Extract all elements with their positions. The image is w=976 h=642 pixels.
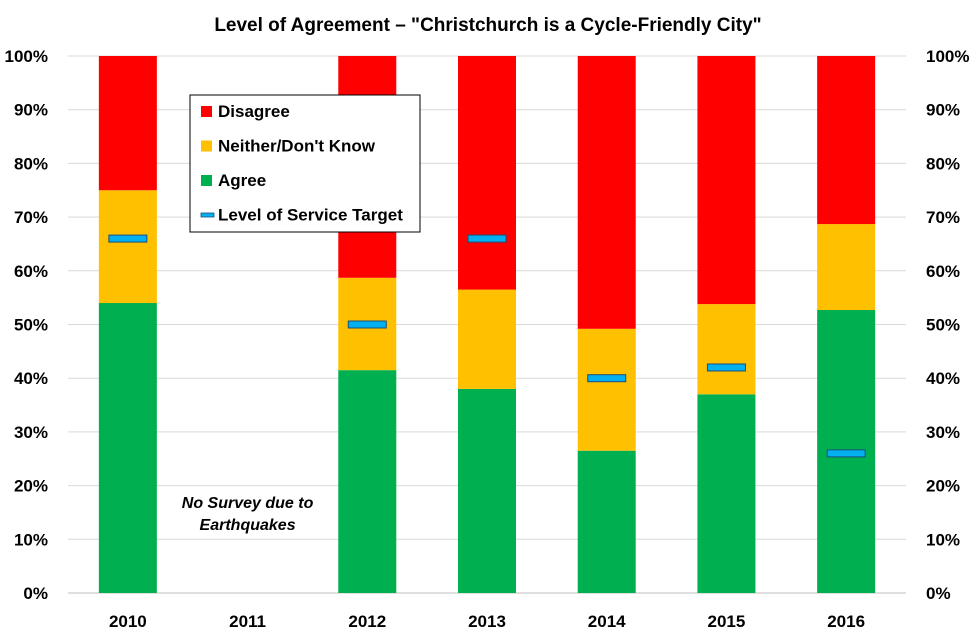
y-tick-label-left: 70%: [14, 208, 48, 227]
y-tick-label-right: 50%: [926, 316, 960, 335]
legend-label: Level of Service Target: [218, 206, 403, 225]
x-tick-label: 2011: [229, 612, 266, 631]
y-tick-label-right: 60%: [926, 262, 960, 281]
target-marker-2010: [108, 234, 148, 243]
y-tick-label-left: 10%: [14, 530, 48, 549]
legend-swatch-disagree: [201, 106, 212, 117]
bars: [98, 56, 876, 593]
annotation: No Survey due to Earthquakes: [182, 495, 314, 534]
bar-agree-2012: [338, 370, 397, 593]
y-tick-label-left: 80%: [14, 154, 48, 173]
x-tick-label: 2012: [348, 612, 386, 631]
target-marker-2016: [826, 449, 866, 458]
x-tick-label: 2013: [468, 612, 506, 631]
y-tick-label-right: 0%: [926, 584, 951, 603]
legend-label: Agree: [218, 171, 266, 190]
y-tick-label-right: 10%: [926, 530, 960, 549]
legend-swatch-target: [200, 212, 215, 218]
axes: 0% 0% 10% 10% 20% 20% 30% 30% 40% 40% 50% 50% 60% 60%…: [5, 47, 970, 631]
bar-agree-2015: [697, 394, 756, 593]
y-tick-label-left: 60%: [14, 262, 48, 281]
target-marker-2015: [706, 363, 746, 372]
legend: Disagree Neither/Don't Know Agree Level of …: [189, 94, 421, 233]
bar-disagree-2013: [458, 56, 516, 290]
bar-agree-2014: [577, 450, 636, 593]
y-tick-label-right: 30%: [926, 423, 960, 442]
y-tick-label-left: 0%: [23, 584, 48, 603]
x-tick-label: 2015: [708, 612, 746, 631]
x-tick-label: 2014: [588, 612, 626, 631]
bar-neither-don-t-know-2016: [817, 224, 876, 311]
bar-agree-2013: [458, 388, 516, 593]
y-tick-label-right: 40%: [926, 369, 960, 388]
bar-disagree-2016: [817, 56, 876, 225]
target-marker-2014: [587, 374, 627, 383]
legend-swatch-agree: [201, 175, 212, 186]
y-tick-label-right: 100%: [926, 47, 969, 66]
bar-neither-don-t-know-2014: [577, 328, 636, 451]
bar-neither-don-t-know-2013: [458, 289, 516, 389]
annotation-text: No Survey due to: [182, 495, 314, 512]
bar-neither-don-t-know-2010: [98, 190, 157, 304]
y-tick-label-left: 100%: [5, 47, 48, 66]
chart-title: Level of Agreement – "Christchurch is a …: [214, 15, 761, 36]
legend-swatch-neither-don-t-know: [201, 140, 212, 152]
bar-neither-don-t-know-2015: [697, 304, 756, 395]
y-tick-label-left: 50%: [14, 316, 48, 335]
y-tick-label-left: 30%: [14, 423, 48, 442]
y-tick-label-right: 80%: [926, 154, 960, 173]
target-marker-2013: [467, 234, 507, 243]
legend-label: Neither/Don't Know: [218, 137, 376, 156]
bar-disagree-2010: [98, 56, 157, 191]
y-tick-label-left: 40%: [14, 369, 48, 388]
x-tick-label: 2010: [109, 612, 147, 631]
y-tick-label-right: 70%: [926, 208, 960, 227]
bar-disagree-2015: [697, 56, 756, 305]
y-tick-label-left: 20%: [14, 477, 48, 496]
annotation-text: Earthquakes: [200, 517, 296, 534]
y-tick-label-right: 20%: [926, 477, 960, 496]
target-marker-2012: [347, 320, 387, 329]
y-tick-label-right: 90%: [926, 101, 960, 120]
x-tick-label: 2016: [827, 612, 865, 631]
bar-agree-2010: [98, 303, 157, 593]
y-tick-label-left: 90%: [14, 101, 48, 120]
legend-box: [189, 94, 421, 233]
bar-disagree-2014: [577, 56, 636, 329]
legend-label: Disagree: [218, 102, 290, 121]
target-markers: [108, 234, 866, 458]
